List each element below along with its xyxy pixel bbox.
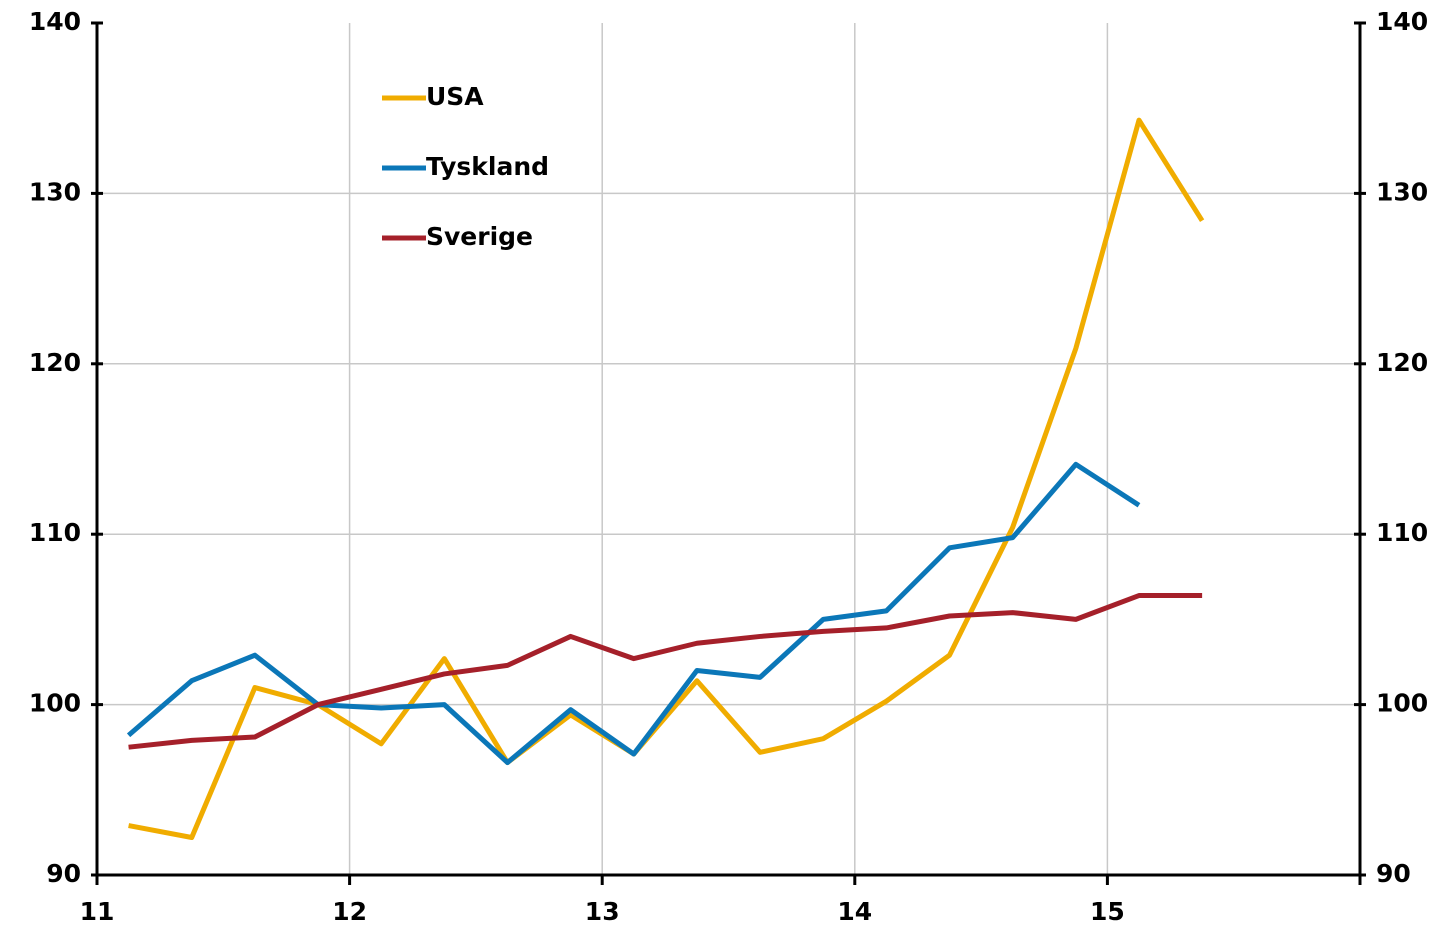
x-tick-label: 11: [80, 897, 115, 926]
line: [128, 117, 1205, 841]
legend-label: Tyskland: [426, 152, 549, 181]
y-tick-label: 110: [29, 518, 81, 547]
y2-tick-label: 120: [1376, 348, 1428, 377]
y-tick-label: 90: [46, 859, 81, 888]
legend-label: USA: [426, 82, 484, 111]
y-tick-label: 120: [29, 348, 81, 377]
y2-tick-label: 110: [1376, 518, 1428, 547]
y2-tick-label: 130: [1376, 177, 1428, 206]
line: [128, 593, 1203, 750]
y2-tick-label: 90: [1376, 859, 1411, 888]
y2-tick-label: 140: [1376, 7, 1428, 36]
x-tick-label: 15: [1090, 897, 1125, 926]
legend-label: Sverige: [426, 222, 533, 251]
y-tick-label: 100: [29, 689, 81, 718]
y-tick-label: 140: [29, 7, 81, 36]
y-tick-label: 130: [29, 177, 81, 206]
x-tick-label: 14: [837, 897, 872, 926]
x-tick-label: 12: [332, 897, 367, 926]
x-tick-label: 13: [585, 897, 620, 926]
y2-tick-label: 100: [1376, 689, 1428, 718]
line: [126, 461, 1141, 766]
